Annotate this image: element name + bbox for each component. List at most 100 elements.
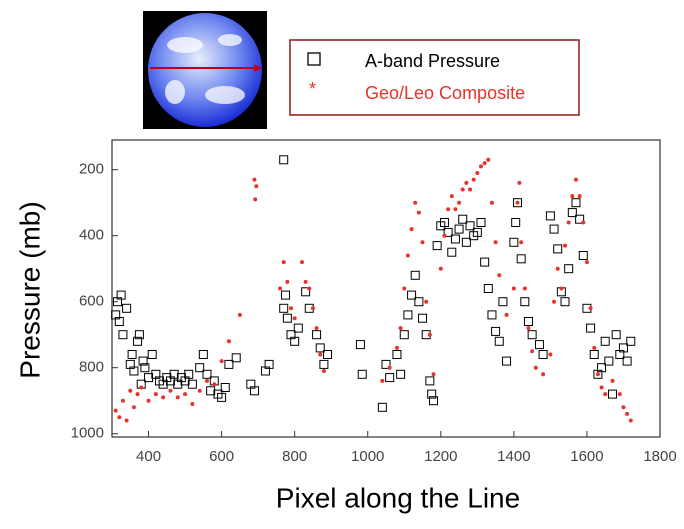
- point: [399, 330, 409, 340]
- point: [427, 332, 432, 337]
- x-tick-label: 1200: [424, 448, 457, 465]
- point: [465, 221, 475, 231]
- point: [394, 345, 399, 350]
- point: [416, 210, 421, 215]
- point: [511, 286, 516, 291]
- point: [491, 326, 501, 336]
- point: [577, 194, 582, 199]
- point: [169, 369, 179, 379]
- point: [197, 388, 202, 393]
- legend-label: Geo/Leo Composite: [365, 83, 525, 103]
- point: [124, 418, 129, 423]
- point: [127, 350, 137, 359]
- point: [418, 313, 428, 323]
- point: [318, 352, 323, 357]
- point: [527, 330, 537, 340]
- point: [420, 240, 425, 245]
- point: [357, 369, 367, 379]
- point: [472, 227, 482, 237]
- legend-label: A-band Pressure: [365, 51, 500, 71]
- point: [224, 359, 234, 369]
- point: [424, 299, 429, 304]
- point: [140, 363, 150, 373]
- point: [183, 392, 188, 397]
- point: [526, 326, 531, 331]
- point: [355, 340, 365, 350]
- point: [310, 306, 315, 311]
- point: [447, 247, 457, 257]
- point: [168, 388, 173, 393]
- point: [116, 290, 126, 300]
- plot-frame: [111, 139, 661, 438]
- legend-marker: [307, 52, 321, 66]
- point: [575, 214, 585, 224]
- x-tick-label: 800: [282, 448, 307, 465]
- point: [129, 366, 139, 376]
- point: [190, 402, 195, 406]
- point: [578, 251, 588, 260]
- point: [290, 336, 300, 346]
- point: [489, 200, 494, 205]
- point: [428, 396, 438, 406]
- point: [571, 198, 581, 208]
- point: [432, 241, 442, 251]
- point: [139, 385, 144, 390]
- point: [409, 227, 414, 232]
- point: [114, 317, 124, 326]
- point: [427, 389, 437, 399]
- point: [289, 306, 294, 311]
- earth-globe: [148, 13, 262, 127]
- point: [597, 363, 607, 373]
- point: [278, 286, 283, 291]
- point: [403, 310, 413, 320]
- y-tick-label: 800: [79, 359, 104, 376]
- point: [219, 359, 224, 364]
- point: [449, 194, 454, 199]
- point: [212, 382, 217, 387]
- point: [566, 220, 571, 225]
- point: [464, 180, 469, 185]
- point: [282, 313, 292, 323]
- point: [511, 218, 521, 227]
- point: [603, 392, 608, 397]
- point: [534, 340, 544, 350]
- point: [113, 408, 118, 413]
- point: [584, 260, 589, 265]
- point: [301, 287, 311, 297]
- point: [493, 240, 498, 245]
- point: [573, 177, 578, 182]
- point: [504, 312, 509, 317]
- point: [187, 379, 197, 389]
- point: [450, 234, 460, 244]
- point: [134, 330, 144, 340]
- point: [204, 378, 209, 383]
- point: [610, 378, 615, 383]
- point: [453, 207, 458, 212]
- point: [567, 208, 577, 218]
- point: [252, 177, 257, 182]
- y-tick-label: 200: [79, 161, 104, 178]
- point: [314, 326, 319, 331]
- point: [385, 373, 395, 383]
- x-axis-label: Pixel along the Line: [276, 482, 520, 513]
- point: [522, 286, 527, 291]
- point: [611, 330, 621, 340]
- x-tick-label: 600: [209, 448, 234, 465]
- point: [600, 336, 610, 346]
- point: [486, 157, 491, 162]
- point: [442, 233, 447, 238]
- point: [515, 200, 520, 205]
- y-axis-label: Pressure (mb): [14, 201, 45, 378]
- point: [494, 336, 504, 346]
- point: [387, 365, 392, 370]
- point: [552, 299, 557, 304]
- point: [545, 211, 555, 221]
- point: [138, 356, 148, 366]
- point: [517, 180, 522, 185]
- point: [135, 392, 140, 397]
- point: [461, 237, 471, 247]
- point: [538, 350, 548, 359]
- point: [217, 392, 227, 402]
- scan-arrow: [254, 64, 262, 72]
- point: [482, 161, 487, 166]
